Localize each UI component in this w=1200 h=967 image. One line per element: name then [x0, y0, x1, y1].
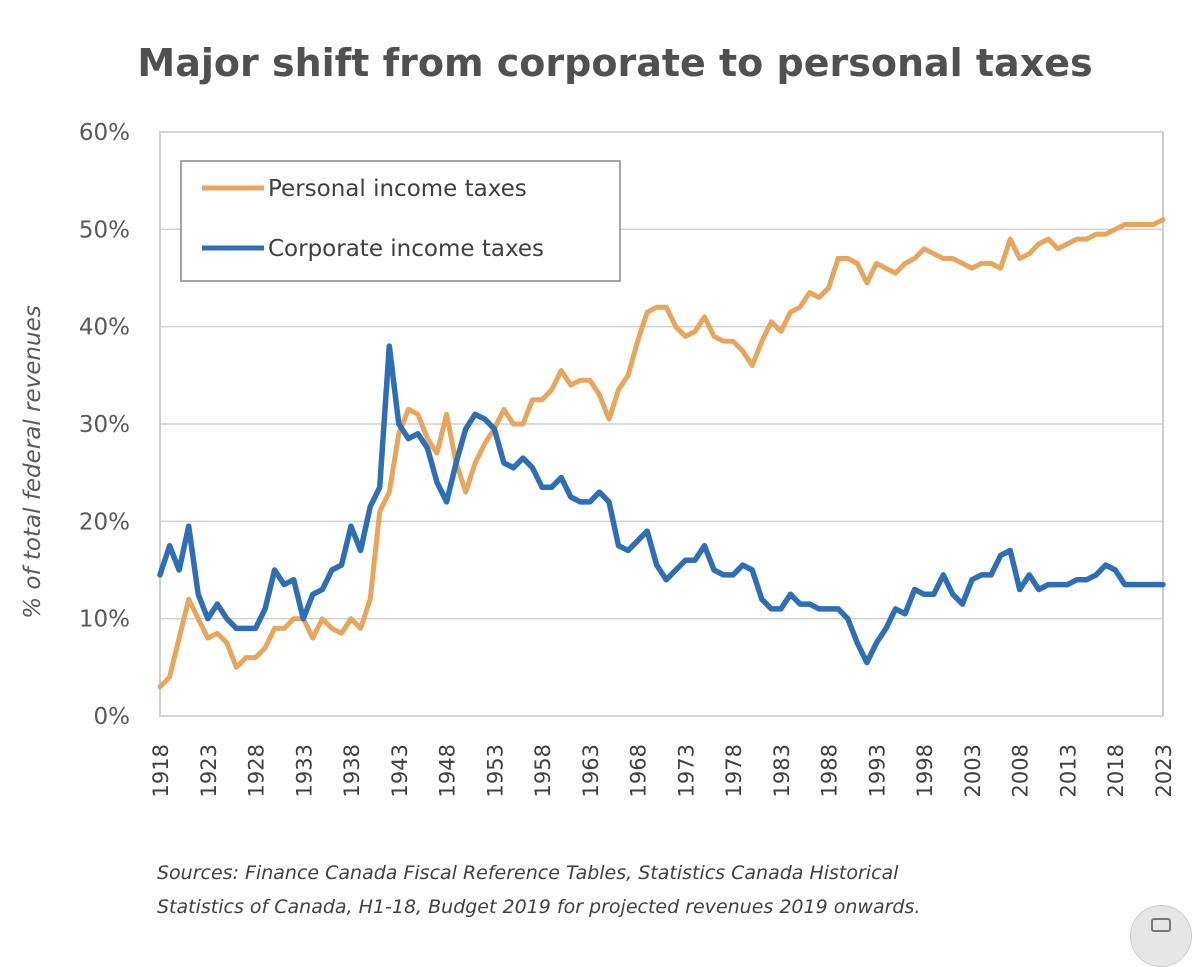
x-tick-label: 1953 — [483, 744, 507, 797]
x-tick-label: 1943 — [388, 744, 412, 797]
y-tick-label: 60% — [79, 120, 130, 146]
x-tick-label: 1993 — [865, 744, 889, 797]
x-tick-label: 2023 — [1152, 744, 1176, 797]
x-tick-label: 1963 — [579, 744, 603, 797]
legend-label-corporate: Corporate income taxes — [268, 236, 544, 262]
x-tick-label: 2013 — [1056, 744, 1080, 797]
y-tick-label: 40% — [79, 315, 130, 341]
series-line-personal-income-taxes — [160, 220, 1163, 687]
x-tick-label: 1958 — [531, 744, 555, 797]
x-tick-label: 1928 — [245, 744, 269, 797]
x-tick-label: 1998 — [913, 744, 937, 797]
x-tick-label: 1948 — [436, 744, 460, 797]
x-tick-label: 2008 — [1009, 744, 1033, 797]
series-line-corporate-income-taxes — [160, 346, 1163, 662]
x-tick-label: 1973 — [674, 744, 698, 797]
y-axis-label: % of total federal revenues — [20, 305, 46, 618]
y-tick-label: 50% — [79, 217, 130, 243]
x-tick-label: 1983 — [770, 744, 794, 797]
chart: Major shift from corporate to personal t… — [0, 0, 1200, 932]
series-points-corporate-income-taxes — [160, 346, 1163, 663]
x-tick-label: 1978 — [722, 744, 746, 797]
series-layer — [160, 220, 1163, 687]
y-tick-label: 10% — [79, 607, 130, 633]
y-axis-ticks: 0% 10% 20% 30% 40% 50% 60% — [79, 120, 130, 730]
chart-title: Major shift from corporate to personal t… — [137, 41, 1092, 85]
x-tick-label: 1988 — [818, 744, 842, 797]
source-note-line2: Statistics of Canada, H1-18, Budget 2019… — [157, 896, 920, 918]
x-tick-label: 2003 — [961, 744, 985, 797]
y-tick-label: 30% — [79, 412, 130, 438]
comment-icon — [1151, 918, 1171, 932]
x-axis-ticks: 1918 1923 1928 1933 1938 1943 1948 1953 1958 1963… — [149, 744, 1176, 797]
y-tick-label: 0% — [94, 704, 131, 730]
series-points-personal-income-taxes — [160, 220, 1163, 687]
legend: Personal income taxes Corporate income t… — [181, 161, 620, 281]
source-note-line1: Sources: Finance Canada Fiscal Reference… — [157, 862, 899, 884]
x-tick-label: 1923 — [197, 744, 221, 797]
legend-label-personal: Personal income taxes — [268, 176, 527, 202]
x-tick-label: 1933 — [292, 744, 316, 797]
x-tick-label: 1968 — [627, 744, 651, 797]
comment-button[interactable] — [1130, 905, 1192, 967]
x-tick-label: 1938 — [340, 744, 364, 797]
x-tick-label: 2018 — [1104, 744, 1128, 797]
y-tick-label: 20% — [79, 509, 130, 535]
x-tick-label: 1918 — [149, 744, 173, 797]
